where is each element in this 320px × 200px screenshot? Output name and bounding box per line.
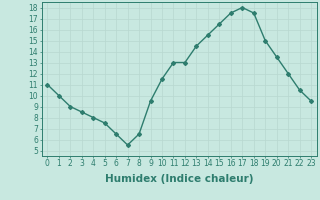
X-axis label: Humidex (Indice chaleur): Humidex (Indice chaleur) — [105, 174, 253, 184]
